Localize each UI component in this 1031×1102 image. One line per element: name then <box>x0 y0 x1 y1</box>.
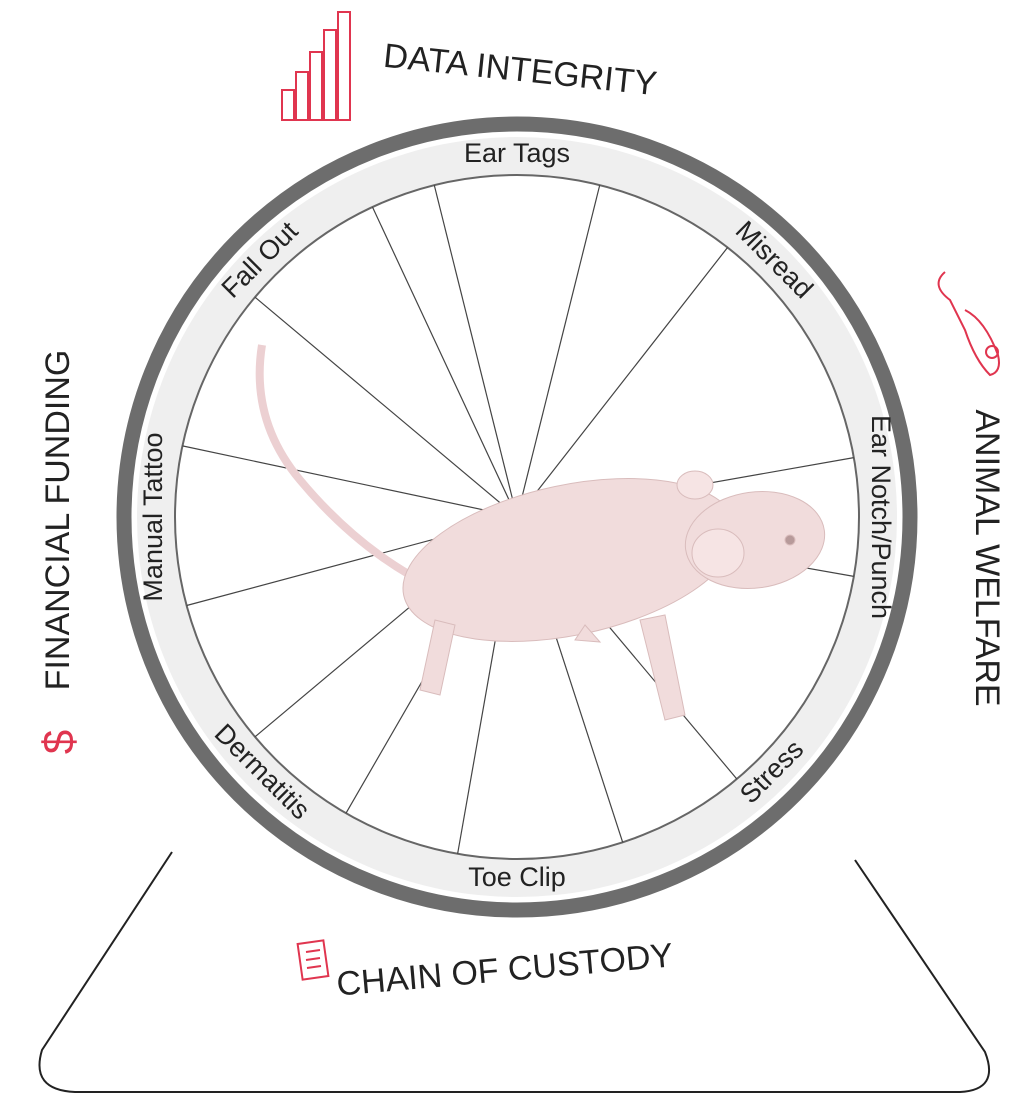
mouse-icon <box>939 272 999 375</box>
outer-label: ANIMAL WELFARE <box>968 409 1006 706</box>
outer-label: DATA INTEGRITY <box>382 37 659 103</box>
ring-label: Ear Notch/Punch <box>866 415 896 619</box>
bar-chart-icon <box>282 12 350 120</box>
diagram: $ DATA INTEGRITY ANIMAL WELFARE CHAIN OF… <box>0 0 1031 1102</box>
document-icon <box>298 940 329 979</box>
outer-label: CHAIN OF CUSTODY <box>335 936 675 1003</box>
dollar-icon: $ <box>35 730 84 754</box>
ring-label: Manual Tattoo <box>138 432 168 601</box>
ring-label: Toe Clip <box>468 862 566 892</box>
outer-label: FINANCIAL FUNDING <box>39 350 77 691</box>
svg-text:$: $ <box>35 730 84 754</box>
ring-label: Ear Tags <box>464 138 570 168</box>
